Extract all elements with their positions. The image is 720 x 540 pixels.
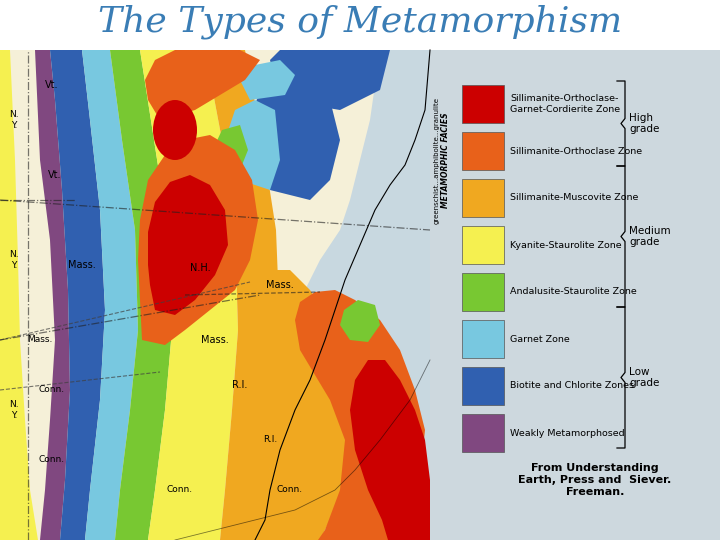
- Text: Medium
grade: Medium grade: [629, 226, 670, 247]
- Ellipse shape: [173, 177, 203, 213]
- Polygon shape: [350, 360, 430, 540]
- Text: Mass.: Mass.: [27, 335, 53, 345]
- Text: R.I.: R.I.: [233, 380, 248, 390]
- Bar: [462, 367, 504, 405]
- Ellipse shape: [160, 250, 176, 270]
- Polygon shape: [0, 50, 55, 540]
- Polygon shape: [145, 50, 260, 120]
- Bar: [462, 320, 504, 358]
- Polygon shape: [295, 290, 425, 540]
- Polygon shape: [250, 70, 340, 200]
- Text: Kyanite-Staurolite Zone: Kyanite-Staurolite Zone: [510, 240, 621, 249]
- Text: N.
Y.: N. Y.: [9, 251, 19, 269]
- Polygon shape: [82, 50, 138, 540]
- Ellipse shape: [163, 216, 187, 244]
- Text: Conn.: Conn.: [277, 485, 303, 495]
- Text: Biotite and Chlorite Zones: Biotite and Chlorite Zones: [510, 381, 634, 390]
- Bar: [462, 179, 504, 217]
- Text: Mass.: Mass.: [266, 280, 294, 290]
- Polygon shape: [215, 125, 248, 170]
- Text: N.
Y.: N. Y.: [9, 400, 19, 420]
- Polygon shape: [138, 135, 258, 345]
- Bar: [462, 226, 504, 264]
- Polygon shape: [225, 100, 280, 190]
- Text: Sillimanite-Muscovite Zone: Sillimanite-Muscovite Zone: [510, 193, 639, 202]
- Text: The Types of Metamorphism: The Types of Metamorphism: [98, 5, 622, 39]
- Polygon shape: [0, 50, 40, 540]
- Polygon shape: [140, 50, 238, 540]
- Text: High
grade: High grade: [629, 113, 660, 134]
- Polygon shape: [50, 50, 105, 540]
- Bar: [462, 85, 504, 123]
- Text: N.
Y.: N. Y.: [9, 110, 19, 130]
- Bar: [462, 273, 504, 311]
- Polygon shape: [263, 270, 360, 540]
- Text: From Understanding
Earth, Press and  Siever.
Freeman.: From Understanding Earth, Press and Siev…: [518, 463, 672, 497]
- Bar: [0, 0, 720, 50]
- Text: greenschist...amphibolite...granulite: greenschist...amphibolite...granulite: [434, 97, 440, 224]
- Text: R.I.: R.I.: [263, 435, 277, 444]
- Polygon shape: [340, 300, 380, 342]
- Text: Conn.: Conn.: [39, 386, 65, 395]
- Bar: [0, 50, 430, 540]
- Text: Conn.: Conn.: [167, 485, 193, 495]
- Polygon shape: [270, 50, 390, 110]
- Polygon shape: [148, 175, 228, 315]
- Text: Andalusite-Staurolite Zone: Andalusite-Staurolite Zone: [510, 287, 636, 296]
- Text: Sillimanite-Orthoclase Zone: Sillimanite-Orthoclase Zone: [510, 146, 642, 156]
- Text: Weakly Metamorphosed: Weakly Metamorphosed: [510, 429, 625, 437]
- Text: N.H.: N.H.: [189, 263, 210, 273]
- Bar: [430, 50, 720, 540]
- Text: Mass.: Mass.: [201, 335, 229, 345]
- Text: METAMORPHIC FACIES: METAMORPHIC FACIES: [441, 112, 451, 208]
- Polygon shape: [110, 50, 172, 540]
- Polygon shape: [205, 50, 280, 540]
- Polygon shape: [35, 50, 70, 540]
- Text: Mass.: Mass.: [68, 260, 96, 270]
- Bar: [462, 132, 504, 170]
- Text: Vt.: Vt.: [48, 170, 62, 180]
- Polygon shape: [240, 60, 295, 100]
- Text: Conn.: Conn.: [39, 456, 65, 464]
- Text: Garnet Zone: Garnet Zone: [510, 334, 570, 343]
- Text: Low
grade: Low grade: [629, 367, 660, 388]
- Bar: [462, 414, 504, 452]
- Ellipse shape: [153, 100, 197, 160]
- Text: Vt.: Vt.: [45, 80, 59, 90]
- Polygon shape: [255, 50, 430, 540]
- Text: Sillimanite-Orthoclase-
Garnet-Cordierite Zone: Sillimanite-Orthoclase- Garnet-Cordierit…: [510, 94, 620, 114]
